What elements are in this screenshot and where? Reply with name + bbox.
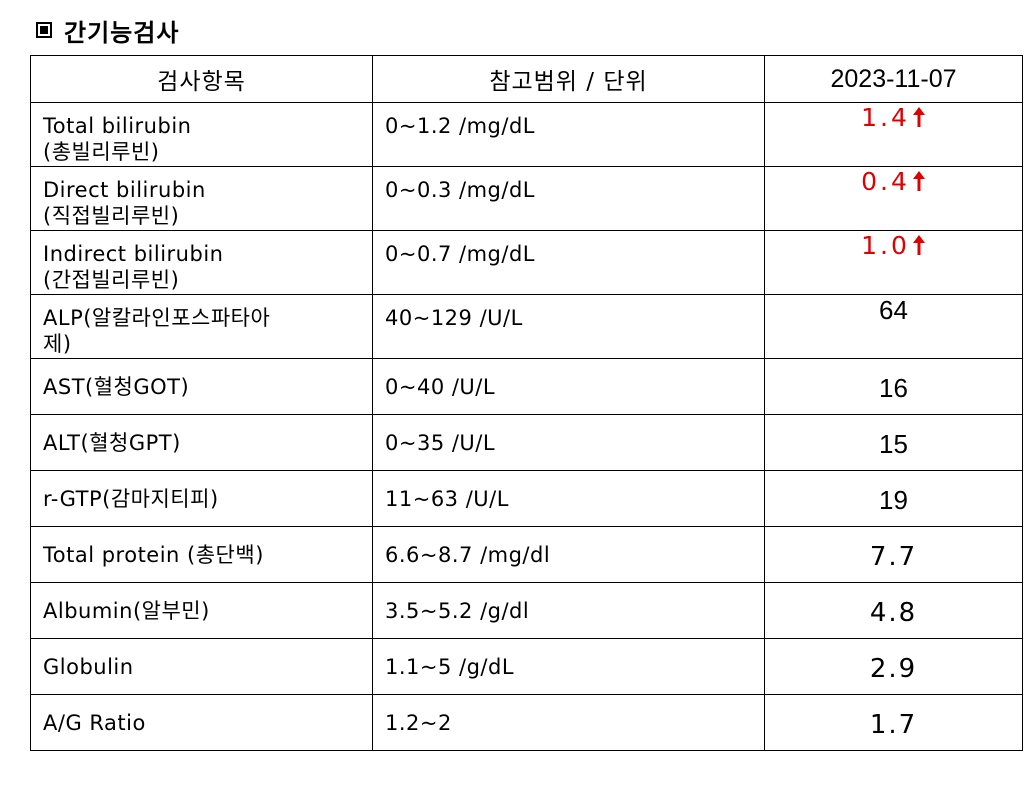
test-name-cell: Direct bilirubin (직접빌리루빈) <box>30 166 373 231</box>
reference-range: 3.5~5.2 /g/dl <box>372 582 765 639</box>
result-cell: 64 <box>764 294 1023 359</box>
page-title-text: 간기능검사 <box>64 18 180 47</box>
square-bullet-icon <box>36 22 52 38</box>
result-value: 64 <box>879 295 908 325</box>
test-name-korean: (총빌리루빈) <box>43 140 160 164</box>
test-name-cell: ALP(알칼라인포스파타아 제) <box>30 294 373 359</box>
reference-range: 0~35 /U/L <box>372 414 765 471</box>
test-name-cell: Indirect bilirubin (간접빌리루빈) <box>30 230 373 295</box>
header-date: 2023-11-07 <box>764 55 1023 103</box>
reference-range: 11~63 /U/L <box>372 470 765 527</box>
header-reference-range: 참고범위 / 단위 <box>372 55 765 103</box>
liver-function-table: 검사항목 참고범위 / 단위 2023-11-07 Total bilirubi… <box>30 55 1023 751</box>
result-cell: 16 <box>764 358 1023 415</box>
reference-range: 1.1~5 /g/dL <box>372 638 765 695</box>
table-row: Direct bilirubin (직접빌리루빈) 0~0.3 /mg/dL 0… <box>30 166 1023 231</box>
test-name: A/G Ratio <box>30 694 373 751</box>
table-row: ALT(혈청GPT) 0~35 /U/L 15 <box>30 414 1023 471</box>
result-cell: 2.9 <box>764 638 1023 695</box>
table-row: ALP(알칼라인포스파타아 제) 40~129 /U/L 64 <box>30 294 1023 359</box>
result-cell: 19 <box>764 470 1023 527</box>
test-name: Albumin(알부민) <box>30 582 373 639</box>
result-value: 19 <box>879 485 908 515</box>
result-cell: 0.4 <box>764 166 1023 231</box>
table-row: A/G Ratio 1.2~2 1.7 <box>30 694 1023 751</box>
test-name: Total bilirubin <box>43 114 192 138</box>
test-name: AST(혈청GOT) <box>30 358 373 415</box>
result-value: 1.0 <box>861 231 910 260</box>
test-name-cell: Total bilirubin (총빌리루빈) <box>30 102 373 167</box>
reference-range: 0~0.3 /mg/dL <box>372 166 765 231</box>
result-value: 2.9 <box>869 653 918 684</box>
header-test-item: 검사항목 <box>30 55 373 103</box>
result-value: 1.7 <box>869 709 918 740</box>
test-name-korean: (직접빌리루빈) <box>43 204 180 228</box>
page-title: 간기능검사 <box>36 10 179 50</box>
arrow-up-icon <box>912 171 925 191</box>
result-value: 1.4 <box>861 103 910 132</box>
test-name-korean: (간접빌리루빈) <box>43 268 180 292</box>
table-row: Albumin(알부민) 3.5~5.2 /g/dl 4.8 <box>30 582 1023 639</box>
table-row: Indirect bilirubin (간접빌리루빈) 0~0.7 /mg/dL… <box>30 230 1023 295</box>
reference-range: 0~40 /U/L <box>372 358 765 415</box>
test-name: Globulin <box>30 638 373 695</box>
test-name: Total protein (총단백) <box>30 526 373 583</box>
test-name: r-GTP(감마지티피) <box>30 470 373 527</box>
result-value: 7.7 <box>869 541 918 572</box>
result-value: 0.4 <box>861 167 910 196</box>
result-cell: 15 <box>764 414 1023 471</box>
reference-range: 40~129 /U/L <box>372 294 765 359</box>
table-header-row: 검사항목 참고범위 / 단위 2023-11-07 <box>30 55 1023 103</box>
reference-range: 0~1.2 /mg/dL <box>372 102 765 167</box>
test-name: Indirect bilirubin <box>43 242 224 266</box>
table-row: AST(혈청GOT) 0~40 /U/L 16 <box>30 358 1023 415</box>
test-name: Direct bilirubin <box>43 178 206 202</box>
result-cell: 4.8 <box>764 582 1023 639</box>
table-row: Total protein (총단백) 6.6~8.7 /mg/dl 7.7 <box>30 526 1023 583</box>
result-value: 4.8 <box>869 597 918 628</box>
reference-range: 6.6~8.7 /mg/dl <box>372 526 765 583</box>
result-cell: 1.4 <box>764 102 1023 167</box>
table-row: Globulin 1.1~5 /g/dL 2.9 <box>30 638 1023 695</box>
reference-range: 1.2~2 <box>372 694 765 751</box>
reference-range: 0~0.7 /mg/dL <box>372 230 765 295</box>
result-cell: 7.7 <box>764 526 1023 583</box>
arrow-up-icon <box>912 235 925 255</box>
result-cell: 1.0 <box>764 230 1023 295</box>
arrow-up-icon <box>912 107 925 127</box>
table-row: Total bilirubin (총빌리루빈) 0~1.2 /mg/dL 1.4 <box>30 102 1023 167</box>
result-cell: 1.7 <box>764 694 1023 751</box>
test-name-continued: 제) <box>43 332 72 356</box>
result-value: 16 <box>879 373 908 403</box>
result-value: 15 <box>879 429 908 459</box>
test-name: ALP(알칼라인포스파타아 <box>43 306 271 330</box>
table-row: r-GTP(감마지티피) 11~63 /U/L 19 <box>30 470 1023 527</box>
test-name: ALT(혈청GPT) <box>30 414 373 471</box>
